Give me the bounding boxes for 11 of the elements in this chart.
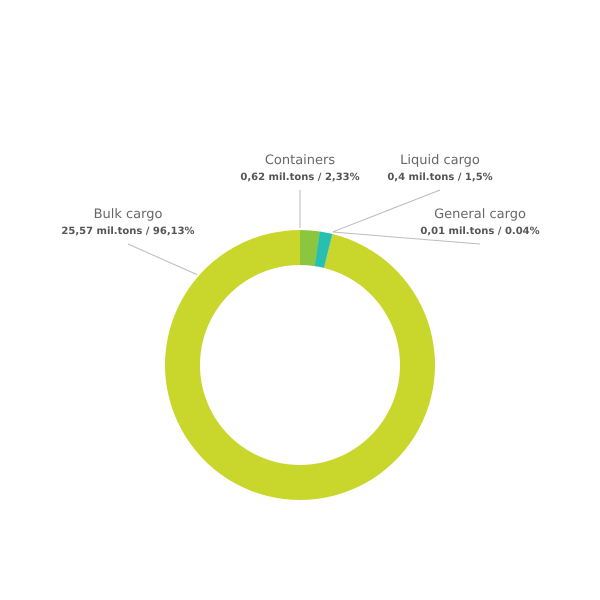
slice-label: Containers (264, 153, 336, 168)
data-label: 0,01 mil.tons / 0.04% (420, 226, 540, 237)
data-label: 25,57 mil.tons / 96,13% (61, 226, 195, 237)
donut-slice (324, 234, 333, 268)
slice-label: Liquid cargo (400, 153, 480, 168)
donut-slice (300, 230, 320, 266)
data-label: 0,62 mil.tons / 2,33% (240, 172, 360, 183)
data-label: 0,4 mil.tons / 1,5% (387, 172, 493, 183)
slice-label: Bulk cargo (94, 207, 162, 222)
slice-label: General cargo (434, 207, 526, 222)
donut-slice (314, 231, 332, 268)
